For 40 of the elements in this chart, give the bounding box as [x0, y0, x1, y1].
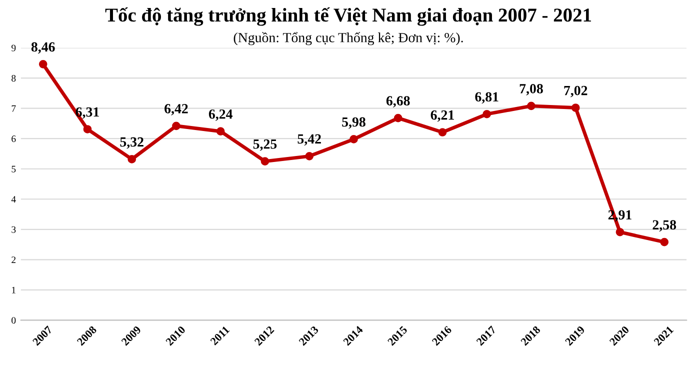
- y-tick-label: 1: [12, 286, 16, 294]
- data-label: 8,46: [31, 42, 55, 54]
- data-label: 5,42: [298, 134, 321, 146]
- y-tick-label: 3: [12, 226, 16, 233]
- data-label: 6,24: [208, 109, 232, 121]
- point: [128, 155, 136, 164]
- point: [172, 122, 180, 130]
- data-label: 7,02: [564, 86, 588, 98]
- data-label: 6,21: [430, 110, 454, 122]
- point: [571, 104, 580, 112]
- data-label: 5,32: [120, 137, 144, 149]
- point: [527, 102, 536, 110]
- data-label: 6,68: [386, 96, 410, 108]
- data-label: 6,42: [164, 104, 188, 116]
- y-tick-label: 7: [12, 105, 16, 112]
- point: [438, 128, 447, 136]
- point: [38, 60, 48, 68]
- point: [660, 238, 669, 246]
- point: [482, 110, 492, 118]
- y-tick-label: 4: [11, 196, 16, 202]
- point: [616, 228, 624, 236]
- point: [394, 114, 402, 122]
- y-tick-label: 6: [12, 136, 16, 142]
- point: [216, 127, 225, 136]
- point: [305, 152, 314, 160]
- point: [260, 157, 270, 166]
- data-label: 7,08: [520, 84, 543, 96]
- chart-title: Tốc độ tăng trưởng kinh tế Việt Nam giai đoạn 2007 - 2021: [105, 7, 591, 26]
- data-label: 2,58: [652, 220, 676, 232]
- chart-subtitle: (Nguồn: Tổng cục Thống kê; Đơn vị: %).: [234, 32, 463, 46]
- point: [83, 125, 92, 134]
- y-tick-label: 5: [12, 166, 16, 172]
- y-tick-label: 0: [12, 317, 16, 324]
- data-label: 5,98: [342, 117, 366, 129]
- data-label: 6,81: [475, 92, 498, 104]
- y-tick-label: 2: [12, 256, 16, 264]
- y-tick-label: 8: [12, 75, 16, 82]
- data-label: 5,25: [253, 139, 277, 151]
- y-tick-label: 9: [12, 44, 16, 52]
- point: [350, 135, 358, 144]
